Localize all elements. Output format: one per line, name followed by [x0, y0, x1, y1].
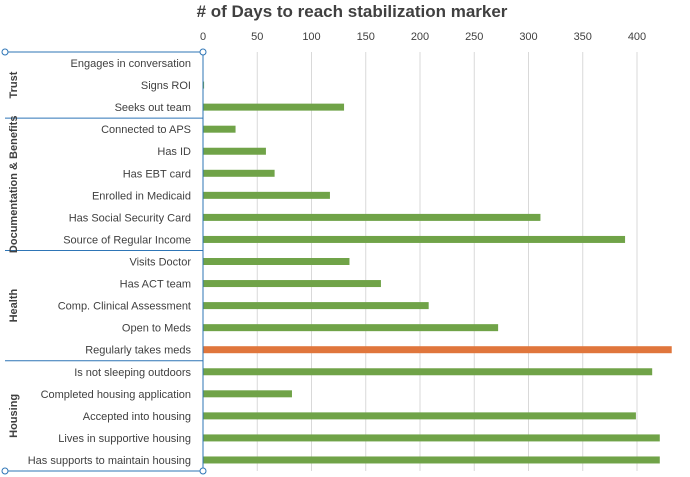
bar — [203, 103, 345, 111]
group-label: Health — [8, 289, 20, 323]
category-label: Engages in conversation — [71, 58, 191, 70]
category-label: Regularly takes meds — [85, 345, 191, 357]
x-tick-label: 300 — [519, 31, 537, 43]
x-tick-label: 100 — [302, 31, 320, 43]
x-axis-ticks: 0 50 100 150 200 250 300 350 400 — [200, 31, 646, 43]
category-label: Visits Doctor — [129, 257, 191, 269]
group-label: Trust — [8, 71, 20, 98]
bar — [203, 147, 266, 155]
category-label: Has ACT team — [120, 279, 191, 291]
bar — [203, 324, 499, 332]
x-tick-label: 50 — [251, 31, 263, 43]
chart-title: # of Days to reach stabilization marker — [197, 2, 508, 21]
category-label: Open to Meds — [122, 323, 192, 335]
category-label: Enrolled in Medicaid — [92, 190, 191, 202]
x-tick-label: 150 — [357, 31, 375, 43]
category-label: Lives in supportive housing — [58, 433, 191, 445]
bar — [203, 302, 429, 310]
category-labels: Engages in conversation Signs ROI Seeks ou… — [28, 58, 192, 467]
category-label: Has Social Security Card — [69, 212, 191, 224]
category-label: Seeks out team — [115, 102, 191, 114]
bar — [203, 191, 330, 199]
category-label: Has EBT card — [123, 168, 191, 180]
group-label: Documentation & Benefits — [8, 116, 20, 254]
category-label: Source of Regular Income — [63, 234, 191, 246]
bar — [203, 368, 653, 376]
bar — [203, 346, 672, 354]
category-label: Connected to APS — [101, 124, 191, 136]
bar — [203, 81, 205, 89]
bar — [203, 258, 350, 265]
selection-handle[interactable] — [199, 467, 207, 475]
bar — [203, 390, 292, 398]
x-tick-label: 350 — [574, 31, 592, 43]
bar — [203, 434, 660, 442]
bars — [203, 81, 672, 464]
bar — [203, 235, 626, 243]
x-tick-label: 250 — [465, 31, 483, 43]
group-labels: Trust Documentation & Benefits Health Housi… — [1, 48, 207, 475]
category-label: Completed housing application — [41, 389, 191, 401]
category-label: Accepted into housing — [83, 411, 191, 423]
bar — [203, 412, 636, 420]
category-label: Has ID — [157, 146, 191, 158]
category-label: Signs ROI — [141, 80, 191, 92]
selection-handle[interactable] — [1, 48, 9, 56]
category-label: Is not sleeping outdoors — [74, 367, 191, 379]
x-tick-label: 200 — [411, 31, 429, 43]
bar — [203, 456, 660, 464]
group-label: Housing — [8, 394, 20, 438]
bar — [203, 169, 275, 177]
selection-handle[interactable] — [199, 48, 207, 56]
x-tick-label: 0 — [200, 31, 206, 43]
bar — [203, 125, 236, 133]
bar — [203, 213, 541, 221]
category-label: Has supports to maintain housing — [28, 455, 191, 467]
bar — [203, 280, 381, 288]
gridlines — [256, 52, 638, 471]
category-label: Comp. Clinical Assessment — [58, 301, 191, 313]
x-tick-label: 400 — [628, 31, 646, 43]
selection-handle[interactable] — [1, 467, 9, 475]
